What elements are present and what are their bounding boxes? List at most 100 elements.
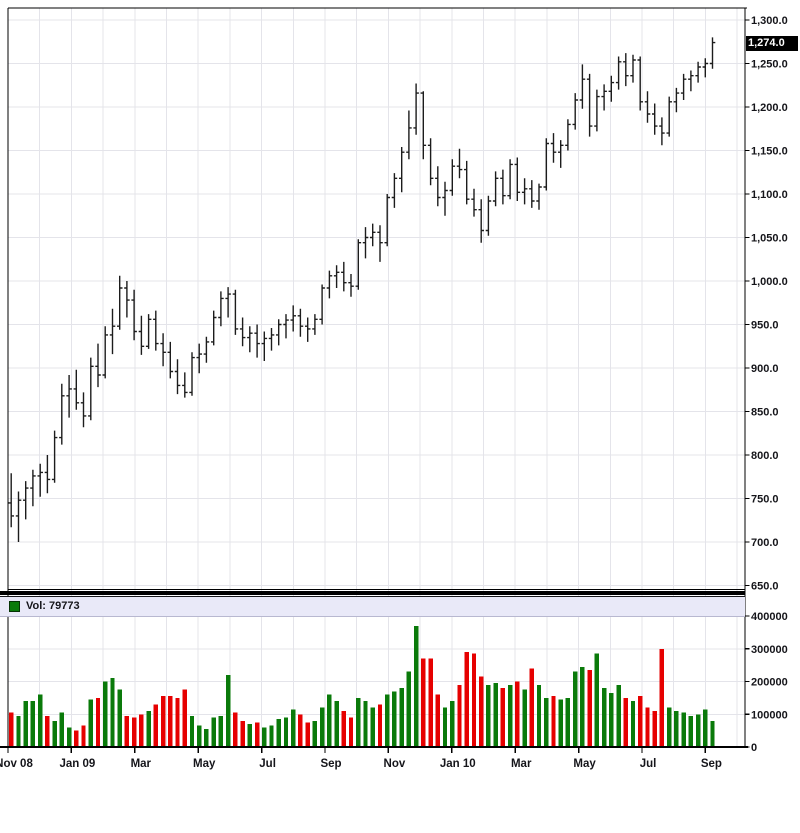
volume-bar [283,717,289,747]
ohlc-bar [124,281,130,318]
volume-axis-label: 100000 [751,709,788,721]
volume-bar [399,688,404,747]
volume-bar [9,712,14,747]
ohlc-bar [362,227,369,259]
volume-bar [59,712,64,747]
volume-bar [377,704,383,747]
ohlc-bar [507,159,513,200]
ohlc-bar [117,275,123,330]
volume-bar [363,701,368,747]
price-axis-label: 950.0 [751,320,779,332]
volume-bar [385,694,390,747]
time-axis-label: Sep [701,758,722,770]
volume-bar [421,658,426,747]
price-axis-label: 850.0 [751,407,779,419]
ohlc-bar [420,91,427,160]
ohlc-bar [276,319,282,346]
volume-bar [558,699,563,747]
ohlc-bar [59,383,65,445]
ohlc-bar [680,73,687,100]
ohlc-bar [543,138,549,191]
ohlc-bar [637,56,643,111]
volume-bar [652,711,657,747]
time-axis-label: Mar [131,758,152,770]
volume-bar [16,715,21,747]
ohlc-bar [442,181,448,216]
volume-bar [630,701,636,747]
ohlc-bar [471,188,477,217]
ohlc-bar [225,287,231,318]
volume-bar [38,694,43,747]
ohlc-bar [95,343,101,388]
volume-bar [291,709,296,747]
ohlc-bar [290,305,296,332]
volume-bar [110,678,115,747]
volume-bar [703,709,708,747]
volume-bar [688,715,693,747]
volume-bar [197,725,202,747]
pane-separator [0,591,745,595]
ohlc-bar [211,310,217,346]
time-axis-label: May [193,758,216,770]
ohlc-bar [594,89,600,132]
volume-bar [175,697,180,747]
volume-bar [392,691,397,747]
ohlc-bar [399,147,405,193]
volume-bar [254,722,260,747]
ohlc-bar [659,117,665,146]
volume-bar [262,727,267,747]
time-axis-label: Nov [384,758,406,770]
volume-bar [601,688,607,747]
ohlc-bar [196,343,202,374]
ohlc-bar [586,73,593,137]
volume-bar [674,711,679,747]
ohlc-bar [529,180,535,208]
price-axis-label: 1,250.0 [751,59,788,71]
volume-bar [247,724,252,747]
volume-bar [500,688,506,747]
ohlc-bar [73,369,80,410]
ohlc-bar [319,284,325,325]
ohlc-bar [283,314,289,339]
volume-bar [471,653,477,747]
volume-bar [413,625,419,747]
ohlc-bar [247,326,253,353]
ohlc-bar [492,171,499,207]
volume-bar [30,701,36,747]
volume-bar [507,684,513,747]
ohlc-bar [630,54,636,83]
ohlc-bar [189,352,195,396]
time-axis-label: Mar [511,758,532,770]
ohlc-bar [305,317,311,342]
ohlc-bar [312,314,318,335]
price-axis-label: 1,100.0 [751,189,788,201]
ohlc-bar [709,37,716,69]
volume-bar [240,720,245,747]
volume-bar [74,730,79,747]
ohlc-bar [297,308,304,337]
ohlc-bar [102,326,108,379]
volume-bar [204,729,209,747]
volume-bar [168,696,173,747]
ohlc-bar [30,469,36,507]
volume-bar [616,684,621,747]
volume-bar [52,720,57,747]
volume-bar [551,696,556,747]
volume-bar [276,719,281,747]
volume-bar [645,707,650,747]
volume-bar [81,725,86,747]
volume-bar [131,717,137,747]
volume-bar [334,701,339,747]
ohlc-bar [80,392,87,428]
ohlc-bar [153,310,159,351]
volume-bar [594,653,600,747]
green-square-icon [9,601,20,612]
volume-bar [544,697,549,747]
volume-bar [370,707,375,747]
volume-bar [580,666,585,747]
volume-axis-label: 0 [751,742,757,754]
ohlc-bar [550,133,557,163]
volume-bar [211,717,216,747]
ohlc-bar [695,61,701,83]
